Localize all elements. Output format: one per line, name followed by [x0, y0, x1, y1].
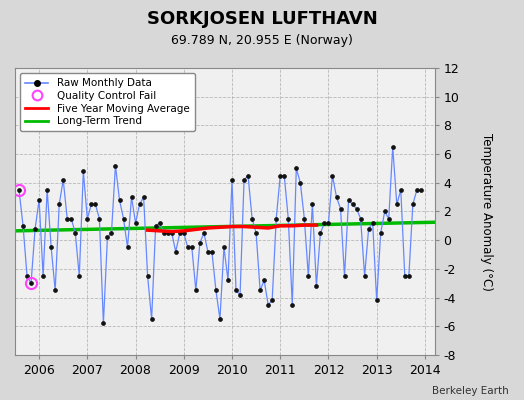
Y-axis label: Temperature Anomaly (°C): Temperature Anomaly (°C) — [481, 132, 493, 290]
Text: SORKJOSEN LUFTHAVN: SORKJOSEN LUFTHAVN — [147, 10, 377, 28]
Text: Berkeley Earth: Berkeley Earth — [432, 386, 508, 396]
Legend: Raw Monthly Data, Quality Control Fail, Five Year Moving Average, Long-Term Tren: Raw Monthly Data, Quality Control Fail, … — [20, 73, 194, 132]
Text: 69.789 N, 20.955 E (Norway): 69.789 N, 20.955 E (Norway) — [171, 34, 353, 47]
